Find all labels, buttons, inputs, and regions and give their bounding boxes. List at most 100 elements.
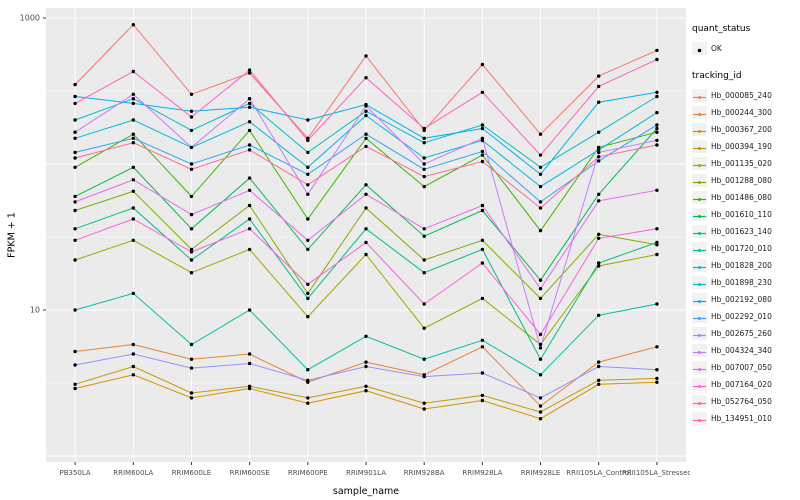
data-point xyxy=(538,357,543,361)
data-point xyxy=(597,74,601,78)
data-point xyxy=(131,165,135,169)
data-point xyxy=(73,150,77,155)
data-point xyxy=(655,57,659,62)
data-point xyxy=(247,143,252,147)
legend-item-label: Hb_007164_020 xyxy=(711,380,772,389)
data-point xyxy=(131,118,135,122)
legend-item-label: Hb_004324_340 xyxy=(711,346,772,355)
line-key-icon xyxy=(692,123,707,136)
data-point xyxy=(306,172,310,176)
data-point xyxy=(480,136,485,140)
data-point xyxy=(247,247,252,252)
data-point xyxy=(538,417,543,421)
data-point xyxy=(306,238,310,242)
data-point xyxy=(538,332,543,337)
data-point xyxy=(597,84,601,89)
x-tick-label: RRIM901LA xyxy=(346,469,386,477)
data-point xyxy=(73,136,77,140)
data-point xyxy=(73,258,77,262)
line-key-icon xyxy=(692,106,707,119)
y-axis-title: FPKM + 1 xyxy=(6,212,18,258)
data-point xyxy=(189,227,194,231)
data-point xyxy=(189,357,194,361)
data-point xyxy=(73,208,77,213)
data-point xyxy=(306,401,310,405)
legend-item-label: Hb_001828_200 xyxy=(711,261,772,270)
legend-item-Hb_134951_010: Hb_134951_010 xyxy=(692,410,798,427)
data-point xyxy=(131,69,135,74)
data-point xyxy=(189,194,194,199)
data-point xyxy=(597,192,601,196)
data-point xyxy=(422,227,426,231)
data-point xyxy=(538,410,543,414)
data-point xyxy=(538,153,543,157)
x-tick-label: RRIM928LA xyxy=(462,469,502,477)
x-tick-label: RRIM600SE xyxy=(230,469,270,477)
data-point xyxy=(306,247,310,252)
legend-tracking-section: tracking_id Hb_000085_240 Hb_000244_300 Hb… xyxy=(692,71,798,427)
data-point xyxy=(655,252,659,257)
x-tick-label: RRIM928LE xyxy=(521,469,561,477)
data-point xyxy=(247,361,252,366)
x-tick-label: PB350LA xyxy=(59,469,90,477)
data-point xyxy=(422,271,426,275)
data-point xyxy=(73,156,77,160)
legend-item-label: Hb_001610_110 xyxy=(711,210,772,219)
data-point xyxy=(131,373,135,377)
data-point xyxy=(480,208,485,213)
data-point xyxy=(131,342,135,347)
data-point xyxy=(73,165,77,169)
data-point xyxy=(364,183,368,187)
data-point xyxy=(597,313,601,317)
legend-item-Hb_001828_200: Hb_001828_200 xyxy=(692,257,798,274)
legend-item-label: Hb_001898_230 xyxy=(711,278,772,287)
data-point xyxy=(73,386,77,391)
data-point xyxy=(189,342,194,347)
data-point xyxy=(247,384,252,388)
data-point xyxy=(306,165,310,169)
data-point xyxy=(655,302,659,306)
data-point xyxy=(597,159,601,163)
data-point xyxy=(131,23,135,27)
line-key-icon xyxy=(692,140,707,153)
data-point xyxy=(655,143,659,147)
data-point xyxy=(131,217,135,221)
x-axis-title: sample_name xyxy=(332,486,400,497)
data-point xyxy=(480,62,485,67)
data-point xyxy=(73,308,77,312)
legend-item-label: Hb_001135_020 xyxy=(711,159,772,168)
line-key-icon xyxy=(692,89,707,102)
data-point xyxy=(131,238,135,242)
data-point xyxy=(538,172,543,176)
x-tick-label: RRIM600LA xyxy=(113,469,153,477)
legend-item-label: Hb_000367_200 xyxy=(711,125,772,134)
line-key-icon xyxy=(692,276,707,289)
data-point xyxy=(655,123,659,127)
legend-item-Hb_001135_020: Hb_001135_020 xyxy=(692,155,798,172)
data-point xyxy=(364,136,368,140)
data-point xyxy=(364,389,368,393)
chart-plot-area: 1000 10 PB350LA RRIM600LA RRIM600LE RRIM600SE… xyxy=(20,8,692,477)
data-point xyxy=(480,371,485,375)
data-point xyxy=(538,206,543,210)
data-point xyxy=(131,97,135,101)
data-point xyxy=(655,240,659,245)
data-point xyxy=(422,174,426,179)
legend-item-label: Hb_134951_010 xyxy=(711,414,772,423)
data-point xyxy=(364,109,368,113)
data-point xyxy=(364,240,368,245)
data-point xyxy=(655,227,659,231)
legend-item-label: Hb_000085_240 xyxy=(711,91,772,100)
data-point xyxy=(189,258,194,262)
data-point xyxy=(597,100,601,104)
data-point xyxy=(364,334,368,338)
data-point xyxy=(247,101,252,106)
data-point xyxy=(480,123,485,127)
line-key-icon xyxy=(692,310,707,323)
line-key-icon xyxy=(692,174,707,187)
data-point xyxy=(189,115,194,119)
data-point xyxy=(480,153,485,157)
data-point xyxy=(597,155,601,159)
data-point xyxy=(538,404,543,408)
legend-tracking-items: Hb_000085_240 Hb_000244_300 Hb_000367_200 H… xyxy=(692,87,798,427)
